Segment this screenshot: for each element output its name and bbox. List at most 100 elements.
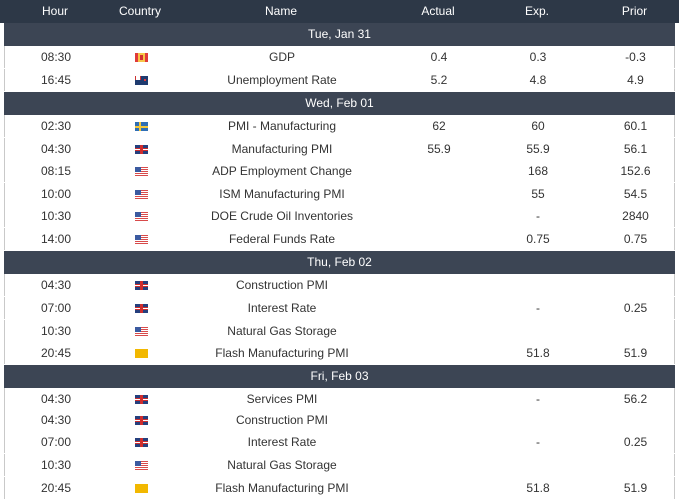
event-hour: 10:30 (40, 209, 72, 223)
event-expected: - (536, 209, 540, 223)
table-row[interactable]: 04:30 Manufacturing PMI 55.9 55.9 56.1 (4, 138, 675, 160)
table-row[interactable]: 04:30 Construction PMI (4, 409, 675, 431)
event-prior: 4.9 (627, 73, 644, 87)
event-expected: - (536, 392, 540, 406)
header-name[interactable]: Name (264, 4, 297, 18)
table-row[interactable]: 07:00 Interest Rate - 0.25 (4, 297, 675, 319)
event-hour: 04:30 (40, 278, 72, 292)
event-hour: 20:45 (40, 346, 72, 360)
event-prior: 0.25 (623, 301, 648, 315)
table-header: Hour Country Name Actual Exp. Prior (0, 0, 679, 23)
event-hour: 10:30 (40, 324, 72, 338)
table-row[interactable]: 08:15 ADP Employment Change 168 152.6 (4, 160, 675, 182)
event-actual: 55.9 (427, 142, 451, 156)
event-prior: 152.6 (620, 164, 651, 178)
us-flag-icon (135, 327, 148, 336)
event-expected: 168 (527, 164, 549, 178)
event-hour: 10:30 (40, 458, 72, 472)
event-hour: 07:00 (40, 301, 72, 315)
event-name: Federal Funds Rate (228, 232, 336, 246)
table-row[interactable]: 20:45 Flash Manufacturing PMI 51.8 51.9 (4, 477, 675, 499)
day-header: Wed, Feb 01 (4, 92, 675, 115)
event-name: Construction PMI (235, 413, 329, 427)
event-prior: 0.75 (623, 232, 648, 246)
table-row[interactable]: 02:30 PMI - Manufacturing 62 60 60.1 (4, 115, 675, 137)
event-name: Manufacturing PMI (231, 142, 333, 156)
event-expected: 4.8 (529, 73, 547, 87)
eu-flag-icon (135, 349, 148, 358)
event-actual: 62 (432, 119, 446, 133)
gb-flag-icon (135, 395, 148, 404)
nz-flag-icon (135, 76, 148, 85)
event-actual: 0.4 (430, 50, 448, 64)
event-name: Unemployment Rate (227, 73, 337, 87)
event-name: Natural Gas Storage (227, 324, 337, 338)
table-row[interactable]: 10:30 Natural Gas Storage (4, 320, 675, 342)
event-prior: 51.9 (623, 481, 648, 495)
event-prior: 2840 (622, 209, 649, 223)
table-row[interactable]: 04:30 Services PMI - 56.2 (4, 388, 675, 410)
table-row[interactable]: 08:30 GDP 0.4 0.3 -0.3 (4, 46, 675, 68)
gb-flag-icon (135, 438, 148, 447)
day-header: Fri, Feb 03 (4, 365, 675, 388)
table-row[interactable]: 07:00 Interest Rate - 0.25 (4, 431, 675, 453)
event-name: Construction PMI (235, 278, 329, 292)
event-name: PMI - Manufacturing (227, 119, 337, 133)
event-name: ADP Employment Change (212, 164, 352, 178)
gb-flag-icon (135, 304, 148, 313)
gb-flag-icon (135, 281, 148, 290)
event-name: Flash Manufacturing PMI (215, 481, 349, 495)
event-hour: 08:15 (40, 164, 72, 178)
header-hour[interactable]: Hour (41, 4, 68, 18)
header-exp[interactable]: Exp. (524, 4, 549, 18)
day-header: Tue, Jan 31 (4, 23, 675, 46)
table-row[interactable]: 20:45 Flash Manufacturing PMI 51.8 51.9 (4, 342, 675, 364)
header-actual[interactable]: Actual (421, 4, 455, 18)
eu-flag-icon (135, 484, 148, 493)
event-hour: 10:00 (40, 187, 72, 201)
event-expected: - (536, 301, 540, 315)
us-flag-icon (135, 190, 148, 199)
us-flag-icon (135, 212, 148, 221)
event-expected: 0.75 (526, 232, 550, 246)
event-prior: 56.1 (623, 142, 648, 156)
event-hour: 14:00 (40, 232, 72, 246)
table-row[interactable]: 04:30 Construction PMI (4, 274, 675, 296)
table-row[interactable]: 16:45 Unemployment Rate 5.2 4.8 4.9 (4, 69, 675, 91)
event-hour: 02:30 (40, 119, 72, 133)
table-row[interactable]: 14:00 Federal Funds Rate 0.75 0.75 (4, 228, 675, 250)
event-name: DOE Crude Oil Inventories (210, 209, 354, 223)
event-hour: 04:30 (40, 392, 72, 406)
event-prior: 0.25 (623, 435, 648, 449)
table-row[interactable]: 10:30 DOE Crude Oil Inventories - 2840 (4, 205, 675, 227)
event-actual: 5.2 (430, 73, 448, 87)
gb-flag-icon (135, 145, 148, 154)
day-header: Thu, Feb 02 (4, 251, 675, 274)
event-prior: 60.1 (623, 119, 648, 133)
event-name: Flash Manufacturing PMI (215, 346, 349, 360)
event-expected: 55.9 (526, 142, 550, 156)
event-expected: 51.8 (526, 346, 550, 360)
event-name: GDP (268, 50, 295, 64)
event-hour: 16:45 (40, 73, 72, 87)
table-row[interactable]: 10:00 ISM Manufacturing PMI 55 54.5 (4, 183, 675, 205)
us-flag-icon (135, 235, 148, 244)
header-country[interactable]: Country (118, 4, 162, 18)
event-expected: 51.8 (526, 481, 550, 495)
event-expected: - (536, 435, 540, 449)
header-prior[interactable]: Prior (621, 4, 648, 18)
us-flag-icon (135, 167, 148, 176)
event-expected: 60 (531, 119, 545, 133)
event-hour: 07:00 (40, 435, 72, 449)
event-name: Services PMI (246, 392, 318, 406)
event-hour: 08:30 (40, 50, 72, 64)
ca-flag-icon (135, 53, 148, 62)
event-name: Interest Rate (247, 301, 317, 315)
event-prior: -0.3 (625, 50, 646, 64)
event-hour: 04:30 (40, 142, 72, 156)
event-name: Natural Gas Storage (227, 458, 337, 472)
us-flag-icon (135, 461, 148, 470)
event-prior: 56.2 (623, 392, 648, 406)
table-row[interactable]: 10:30 Natural Gas Storage (4, 454, 675, 476)
